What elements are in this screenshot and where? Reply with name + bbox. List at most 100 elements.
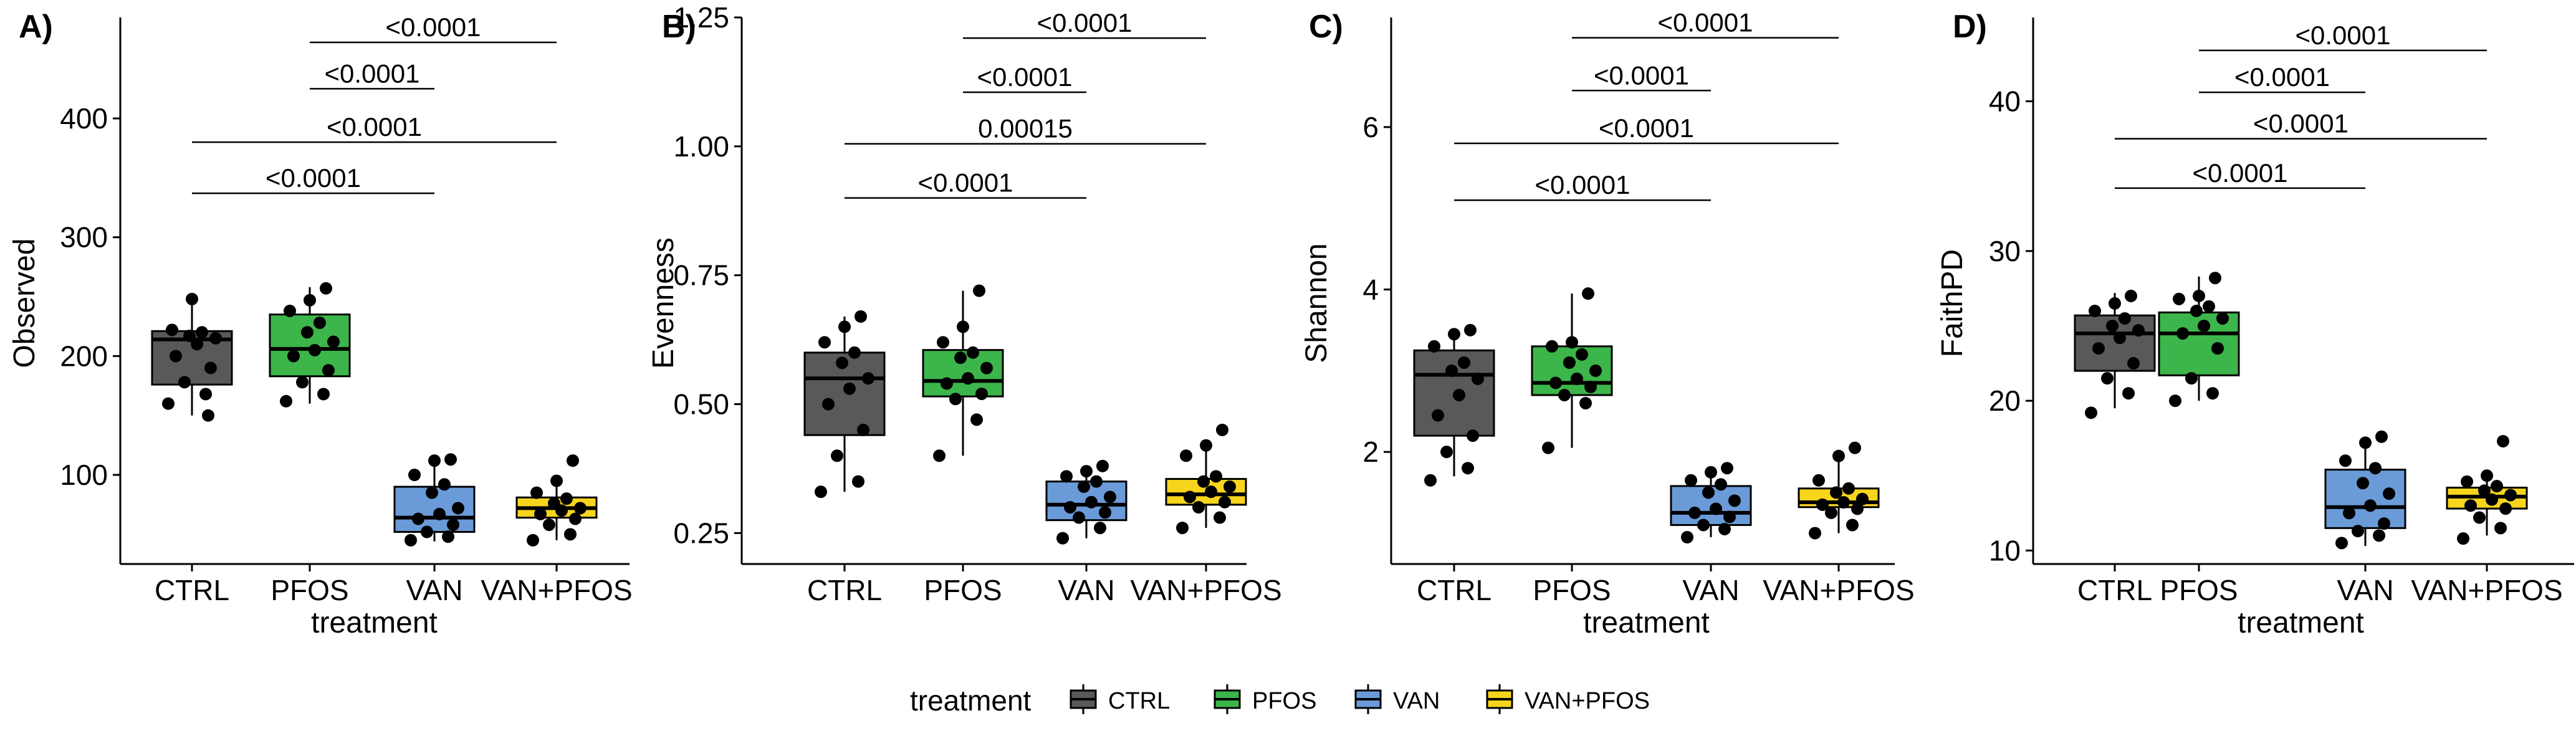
data-point <box>815 485 827 499</box>
data-point <box>1812 474 1825 487</box>
box-ctrl <box>2074 293 2156 409</box>
data-point <box>1685 474 1697 487</box>
legend-item-van: VAN <box>1354 684 1440 714</box>
panel-a: A) 100 200 300 400 Observed CTRL PFOS VAN VAN+PFO… <box>8 9 633 639</box>
data-point <box>1104 490 1116 504</box>
data-point <box>2119 312 2131 325</box>
data-point <box>1192 500 1205 514</box>
data-point <box>1832 449 1845 462</box>
data-point <box>560 492 573 505</box>
data-point <box>1096 459 1109 472</box>
data-point <box>1718 522 1731 535</box>
x-tick-label: CTRL <box>155 574 229 606</box>
data-point <box>980 361 993 375</box>
data-point <box>1582 287 1594 300</box>
data-point <box>2190 304 2203 317</box>
comparison-label: <0.0001 <box>1658 8 1753 37</box>
data-point <box>973 284 985 297</box>
data-point <box>855 310 867 323</box>
data-point <box>831 449 843 462</box>
data-point <box>1851 502 1864 515</box>
panel-d: D) 10 20 30 40 FaithPD CTRL PFOS VAN VAN+PFOS trea… <box>1936 9 2574 639</box>
data-point <box>438 478 451 491</box>
y-tick-label: 200 <box>60 340 108 372</box>
data-point <box>412 512 424 525</box>
data-point <box>191 338 203 351</box>
legend-item-pfos: PFOS <box>1214 684 1316 714</box>
data-point <box>304 294 316 307</box>
data-point <box>1462 462 1474 475</box>
data-point <box>1681 530 1693 543</box>
data-point <box>949 393 962 406</box>
data-point <box>1223 480 1236 493</box>
data-point <box>433 507 446 520</box>
comparison-label: <0.0001 <box>266 163 361 193</box>
data-point <box>2114 332 2126 345</box>
data-point <box>2209 272 2221 285</box>
data-point <box>1448 328 1460 341</box>
data-point <box>183 329 196 342</box>
legend: treatment CTRL PFOS VAN VAN+PFOS <box>910 684 1650 717</box>
data-point <box>933 449 946 462</box>
data-point <box>1856 492 1869 505</box>
x-axis-title: treatment <box>1583 606 1710 639</box>
panel-label: A) <box>19 9 53 45</box>
comparison-label: <0.0001 <box>2234 62 2330 92</box>
data-point <box>2085 406 2097 419</box>
data-point <box>1440 446 1453 459</box>
data-point <box>447 519 459 532</box>
panel-c: C) 2 4 6 Shannon CTRL PFOS VAN VAN+PFOS treatment… <box>1300 8 1915 639</box>
legend-item-ctrl: CTRL <box>1070 684 1170 714</box>
data-point <box>2198 319 2210 332</box>
y-tick-label: 0.25 <box>673 517 729 549</box>
data-point <box>2173 292 2185 305</box>
y-tick-label: 0.50 <box>673 388 729 421</box>
data-point <box>534 507 547 520</box>
data-point <box>301 326 314 339</box>
data-point <box>941 377 953 390</box>
data-point <box>1214 511 1226 524</box>
data-point <box>975 387 988 400</box>
data-point <box>1571 372 1583 385</box>
data-point <box>2491 480 2503 493</box>
x-tick-label: PFOS <box>1533 574 1611 606</box>
data-point <box>970 413 983 426</box>
comparison-label: 0.00015 <box>978 114 1073 143</box>
data-point <box>170 350 182 363</box>
data-point <box>1566 336 1578 349</box>
data-point <box>2369 462 2382 475</box>
data-point <box>2206 387 2219 400</box>
x-tick-label: VAN <box>1682 574 1739 606</box>
x-tick-label: VAN+PFOS <box>2411 574 2562 606</box>
y-tick-label: 4 <box>1362 274 1379 306</box>
data-point <box>2193 289 2205 302</box>
data-point <box>1184 490 1196 504</box>
data-point <box>1205 485 1217 499</box>
data-point <box>1723 510 1736 523</box>
data-point <box>1558 388 1571 401</box>
data-point <box>2203 300 2215 313</box>
data-point <box>204 361 217 375</box>
data-point <box>1060 470 1073 483</box>
panel-label: B) <box>662 9 696 45</box>
data-point <box>1210 470 1222 483</box>
data-point <box>1584 380 1597 393</box>
data-point <box>2185 372 2198 385</box>
data-point <box>543 519 555 532</box>
data-point <box>2176 327 2189 340</box>
data-point <box>1056 532 1069 545</box>
data-point <box>1219 495 1231 509</box>
y-tick-label: 2 <box>1362 436 1379 468</box>
data-point <box>967 346 979 359</box>
comparison-label: <0.0001 <box>2296 21 2391 50</box>
data-point <box>2127 357 2140 370</box>
x-tick-label: VAN <box>2337 574 2393 606</box>
data-point <box>2092 342 2105 355</box>
data-point <box>852 475 864 488</box>
data-point <box>1702 486 1715 499</box>
x-tick-label: CTRL <box>2077 574 2152 606</box>
y-tick-label: 0.75 <box>673 259 729 292</box>
data-point <box>2473 511 2486 524</box>
y-tick-label: 30 <box>1989 235 2021 267</box>
